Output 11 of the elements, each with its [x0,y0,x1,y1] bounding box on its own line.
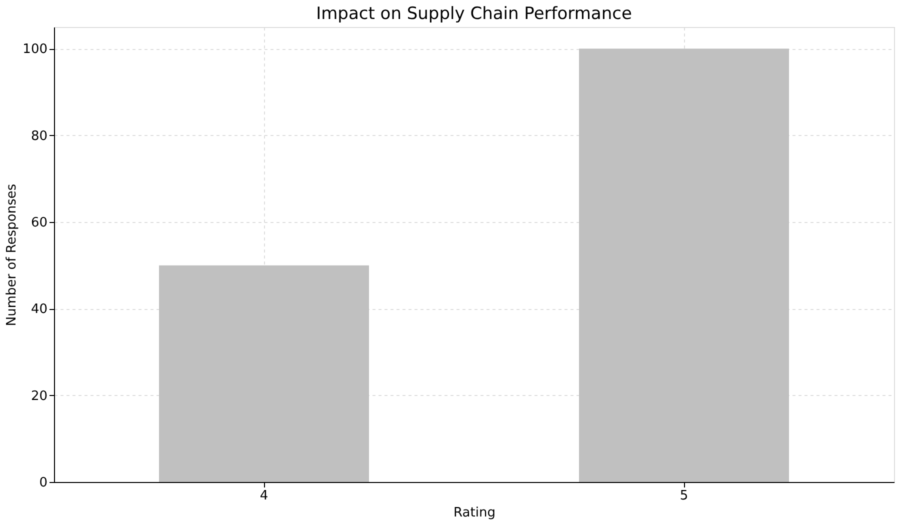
x-tick-label: 4 [260,488,268,504]
x-axis-title: Rating [454,506,496,520]
y-tick-label: 80 [30,128,48,144]
y-tick-label: 20 [30,388,48,404]
y-tick-label: 40 [30,302,48,318]
y-axis-title: Number of Responses [4,184,20,326]
y-tick-label: 60 [30,216,48,230]
x-tick-label: 5 [680,488,688,504]
chart-title: Impact on Supply Chain Performance [316,4,632,24]
y-tick-label: 100 [22,42,48,58]
y-tick-label: 0 [39,476,48,490]
